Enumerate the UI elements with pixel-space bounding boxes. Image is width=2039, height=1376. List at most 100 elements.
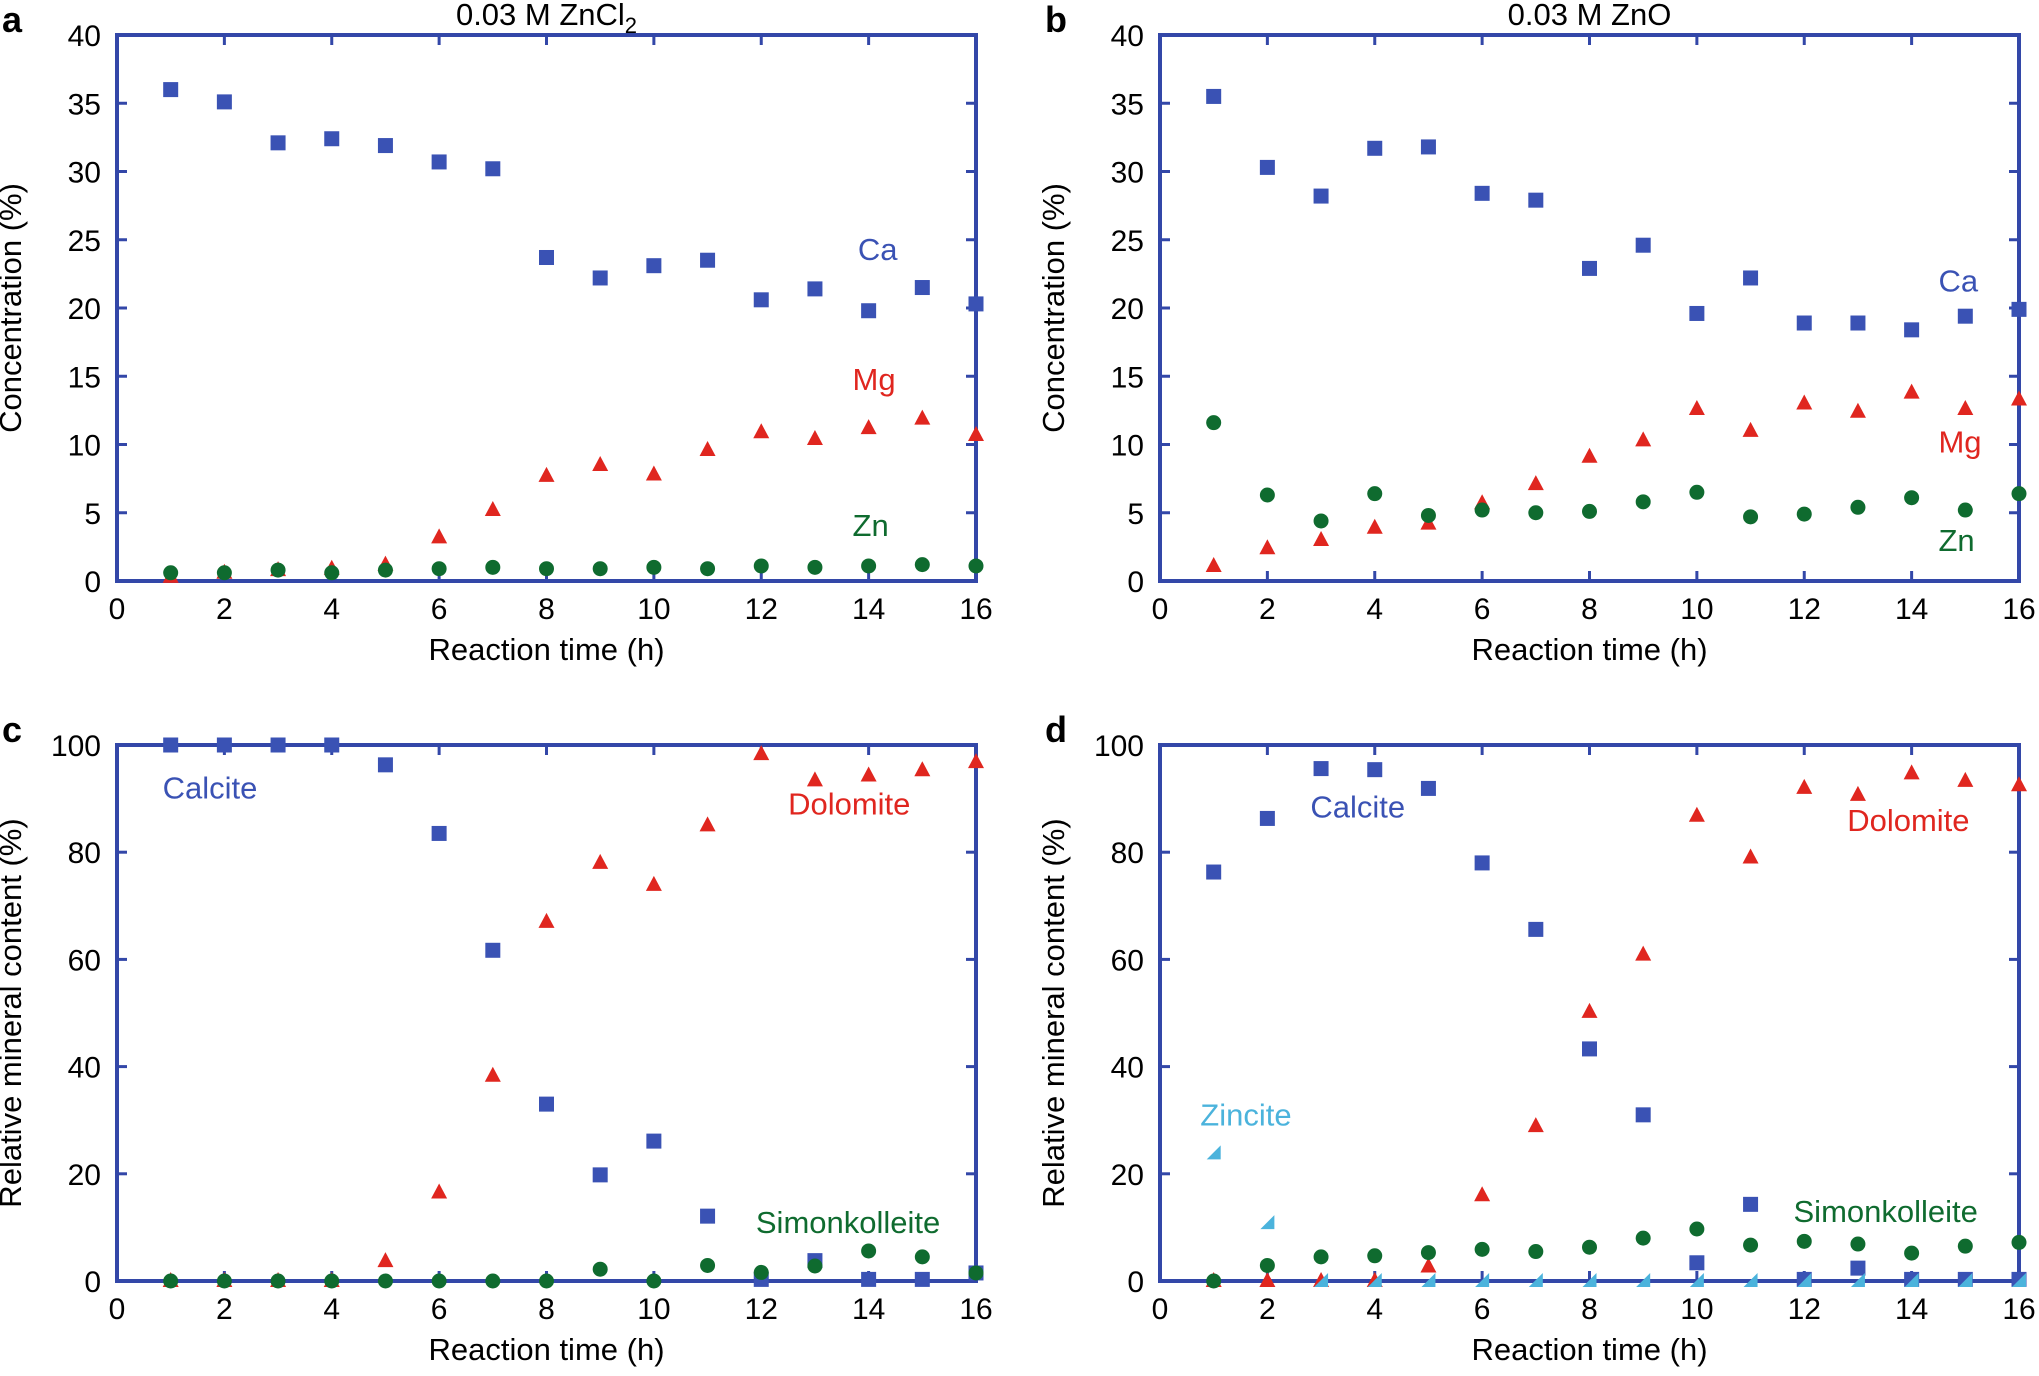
point-zn xyxy=(163,565,179,581)
point-simonkolleite xyxy=(1206,1273,1222,1289)
y-axis-label: Relative mineral content (%) xyxy=(0,818,28,1207)
point-mg xyxy=(431,528,448,544)
point-zn xyxy=(539,561,554,577)
point-mg xyxy=(2011,390,2027,406)
point-mg xyxy=(914,409,931,425)
point-simonkolleite xyxy=(1635,1230,1651,1246)
point-simonkolleite xyxy=(807,1258,823,1274)
x-tick-label: 6 xyxy=(431,593,448,626)
point-calcite xyxy=(861,1271,877,1287)
y-tick-label: 40 xyxy=(68,20,101,53)
x-tick-label: 8 xyxy=(1581,1293,1598,1326)
y-tick-label: 20 xyxy=(68,293,101,326)
point-mg xyxy=(1796,394,1813,410)
x-tick-label: 2 xyxy=(216,1293,233,1326)
x-tick-label: 4 xyxy=(323,1293,340,1326)
point-zincite xyxy=(1850,1273,1865,1287)
y-axis-label: Concentration (%) xyxy=(0,183,28,433)
x-tick-label: 10 xyxy=(637,593,670,626)
x-tick-label: 0 xyxy=(109,593,126,626)
series-ca xyxy=(163,82,984,319)
point-zincite xyxy=(2012,1273,2026,1287)
point-ca xyxy=(646,258,662,274)
x-tick-label: 0 xyxy=(1152,1293,1169,1326)
series-zincite xyxy=(1206,1145,2026,1287)
point-dolomite xyxy=(484,1066,501,1082)
point-ca xyxy=(1796,315,1812,331)
point-ca xyxy=(753,292,769,308)
point-ca xyxy=(1420,139,1436,155)
y-tick-label: 5 xyxy=(84,498,101,531)
point-mg xyxy=(1366,518,1383,534)
point-dolomite xyxy=(753,745,770,761)
point-zn xyxy=(485,559,501,575)
point-zincite xyxy=(1958,1273,1973,1287)
point-dolomite xyxy=(1849,785,1866,801)
point-calcite xyxy=(1420,780,1436,796)
point-ca xyxy=(592,270,608,286)
series-mg xyxy=(162,409,984,583)
y-tick-label: 25 xyxy=(1111,225,1144,258)
point-simonkolleite xyxy=(1367,1248,1383,1264)
x-tick-label: 2 xyxy=(1259,593,1276,626)
point-zn xyxy=(1259,487,1275,503)
annotation-calcite: Calcite xyxy=(1310,789,1405,824)
point-simonkolleite xyxy=(163,1273,179,1289)
point-dolomite xyxy=(431,1183,448,1199)
x-tick-label: 12 xyxy=(1788,593,1821,626)
point-ca xyxy=(1528,192,1544,208)
point-zn xyxy=(1689,484,1705,500)
point-dolomite xyxy=(1635,945,1652,961)
point-mg xyxy=(860,419,877,435)
point-ca xyxy=(700,252,716,268)
point-zn xyxy=(592,561,608,577)
x-tick-label: 6 xyxy=(431,1293,448,1326)
point-dolomite xyxy=(1420,1257,1437,1273)
x-tick-label: 16 xyxy=(2002,593,2035,626)
y-tick-label: 60 xyxy=(68,944,101,977)
point-ca xyxy=(216,94,232,110)
point-zn xyxy=(1528,505,1544,521)
chart-title-main: 0.03 M ZnCl xyxy=(456,0,625,32)
panel-label: c xyxy=(2,709,22,750)
point-ca xyxy=(1367,140,1383,156)
point-zn xyxy=(1582,503,1597,519)
x-tick-label: 0 xyxy=(1152,593,1169,626)
point-calcite xyxy=(646,1133,662,1149)
x-tick-label: 10 xyxy=(1680,1293,1713,1326)
point-dolomite xyxy=(1688,806,1705,822)
point-zn xyxy=(700,561,716,577)
y-axis-label: Relative mineral content (%) xyxy=(1036,818,1071,1207)
point-dolomite xyxy=(860,766,877,782)
point-ca xyxy=(431,154,447,170)
point-ca xyxy=(914,280,930,296)
series-zn xyxy=(1206,415,2027,529)
point-mg xyxy=(1259,539,1276,555)
point-calcite xyxy=(1582,1041,1597,1057)
point-ca xyxy=(861,303,877,319)
series-calcite xyxy=(1206,761,2027,1287)
point-ca xyxy=(1635,237,1651,253)
y-tick-label: 0 xyxy=(1127,1266,1144,1299)
annotation-simonkolleite: Simonkolleite xyxy=(1794,1194,1978,1229)
point-zn xyxy=(646,559,662,575)
x-tick-label: 16 xyxy=(959,1293,992,1326)
x-tick-label: 2 xyxy=(216,593,233,626)
point-simonkolleite xyxy=(1474,1241,1490,1257)
point-calcite xyxy=(1528,921,1544,937)
point-mg xyxy=(1742,421,1759,437)
x-tick-label: 14 xyxy=(852,593,885,626)
x-tick-label: 14 xyxy=(852,1293,885,1326)
point-ca xyxy=(485,161,501,177)
point-dolomite xyxy=(1796,778,1813,794)
point-simonkolleite xyxy=(1904,1245,1920,1261)
point-zincite xyxy=(1206,1145,1221,1160)
chart-title: 0.03 M ZnO xyxy=(1508,0,1672,32)
annotation-dolomite: Dolomite xyxy=(1847,803,1969,838)
point-dolomite xyxy=(806,771,823,787)
annotation-mg: Mg xyxy=(853,362,896,397)
point-simonkolleite xyxy=(431,1273,447,1289)
point-zincite xyxy=(1421,1273,1436,1287)
panel-label: a xyxy=(2,0,23,40)
point-zn xyxy=(968,558,984,574)
